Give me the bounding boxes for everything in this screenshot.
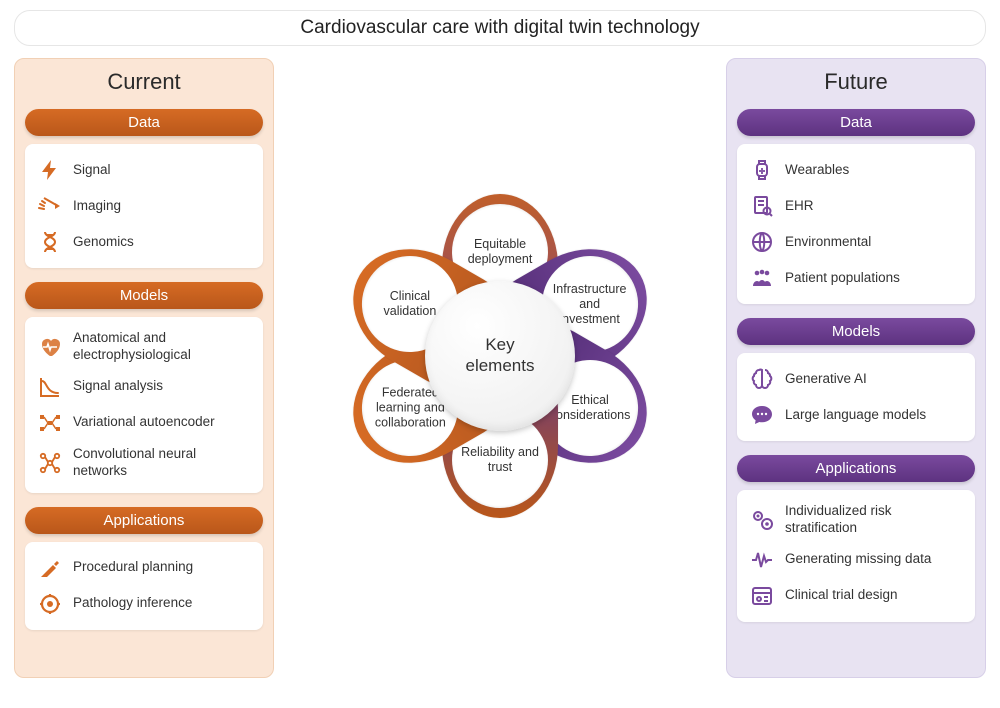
item-label: EHR: [785, 198, 814, 215]
vae-icon: [37, 410, 63, 436]
item-label: Individualized risk stratification: [785, 503, 963, 537]
list-item: Signal analysis: [35, 369, 253, 405]
future-title: Future: [737, 69, 975, 95]
current-title: Current: [25, 69, 263, 95]
future-panel: Future Data Wearables EHR Environmental …: [726, 58, 986, 678]
item-label: Large language models: [785, 407, 926, 424]
list-item: Imaging: [35, 188, 253, 224]
risk-icon: [749, 507, 775, 533]
list-item: Pathology inference: [35, 586, 253, 622]
list-item: Procedural planning: [35, 550, 253, 586]
current-panel: Current Data Signal Imaging Genomics Mod…: [14, 58, 274, 678]
list-item: Genomics: [35, 224, 253, 260]
list-item: Wearables: [747, 152, 965, 188]
item-label: Clinical trial design: [785, 587, 898, 604]
list-item: Signal: [35, 152, 253, 188]
current-data-header: Data: [25, 109, 263, 136]
item-label: Anatomical and electrophysiological: [73, 330, 251, 364]
future-models-card: Generative AI Large language models: [737, 353, 975, 441]
list-item: Individualized risk stratification: [747, 498, 965, 542]
hub: Keyelements: [425, 281, 575, 431]
list-item: Patient populations: [747, 260, 965, 296]
petal-label: Reliability and trust: [452, 445, 548, 475]
current-data-card: Signal Imaging Genomics: [25, 144, 263, 268]
list-item: Generative AI: [747, 361, 965, 397]
future-models-header: Models: [737, 318, 975, 345]
heart-ecg-icon: [37, 334, 63, 360]
item-label: Procedural planning: [73, 559, 193, 576]
waveform-icon: [749, 547, 775, 573]
chat-icon: [749, 402, 775, 428]
imaging-icon: [37, 193, 63, 219]
item-label: Variational autoencoder: [73, 414, 215, 431]
ehr-icon: [749, 193, 775, 219]
list-item: Environmental: [747, 224, 965, 260]
main-columns: Current Data Signal Imaging Genomics Mod…: [0, 58, 1000, 678]
list-item: Large language models: [747, 397, 965, 433]
list-item: Generating missing data: [747, 542, 965, 578]
item-label: Environmental: [785, 234, 871, 251]
current-apps-card: Procedural planning Pathology inference: [25, 542, 263, 630]
globe-icon: [749, 229, 775, 255]
signal-curve-icon: [37, 374, 63, 400]
list-item: Anatomical and electrophysiological: [35, 325, 253, 369]
list-item: Convolutional neural networks: [35, 441, 253, 485]
item-label: Generative AI: [785, 371, 867, 388]
population-icon: [749, 265, 775, 291]
future-data-card: Wearables EHR Environmental Patient popu…: [737, 144, 975, 304]
current-models-header: Models: [25, 282, 263, 309]
item-label: Signal: [73, 162, 111, 179]
current-models-card: Anatomical and electrophysiological Sign…: [25, 317, 263, 493]
list-item: EHR: [747, 188, 965, 224]
brain-icon: [749, 366, 775, 392]
item-label: Signal analysis: [73, 378, 163, 395]
item-label: Genomics: [73, 234, 134, 251]
item-label: Convolutional neural networks: [73, 446, 251, 480]
cnn-icon: [37, 450, 63, 476]
list-item: Clinical trial design: [747, 578, 965, 614]
petal-label: Equitable deployment: [452, 237, 548, 267]
pathology-icon: [37, 591, 63, 617]
future-data-header: Data: [737, 109, 975, 136]
trial-icon: [749, 583, 775, 609]
dna-icon: [37, 229, 63, 255]
future-apps-card: Individualized risk stratification Gener…: [737, 490, 975, 622]
item-label: Imaging: [73, 198, 121, 215]
key-elements-flower: Equitable deploymentInfrastructure and i…: [290, 146, 710, 566]
item-label: Generating missing data: [785, 551, 931, 568]
current-apps-header: Applications: [25, 507, 263, 534]
list-item: Variational autoencoder: [35, 405, 253, 441]
wearable-icon: [749, 157, 775, 183]
item-label: Wearables: [785, 162, 849, 179]
scalpel-icon: [37, 555, 63, 581]
center-stage: Equitable deploymentInfrastructure and i…: [274, 58, 726, 678]
page-title: Cardiovascular care with digital twin te…: [14, 10, 986, 46]
bolt-icon: [37, 157, 63, 183]
item-label: Patient populations: [785, 270, 900, 287]
future-apps-header: Applications: [737, 455, 975, 482]
item-label: Pathology inference: [73, 595, 192, 612]
